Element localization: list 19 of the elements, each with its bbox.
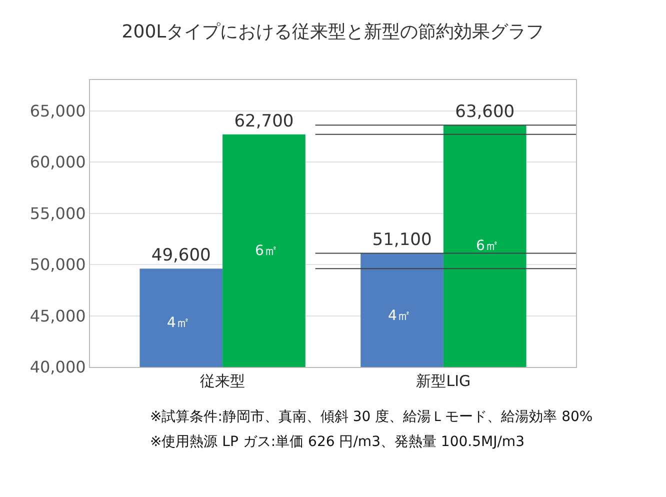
y-tick-label: 50,000 [30,255,86,274]
x-tick-label: 新型LIG [416,372,471,390]
chart-title: 200Lタイプにおける従来型と新型の節約効果グラフ [122,21,544,42]
data-label: 49,600 [151,246,211,266]
text: ※試算条件:静岡市、真南、傾斜 30 度、給湯Ｌモード、給湯効率 80% [150,409,593,425]
data-label: 62,700 [234,111,294,132]
text: 4㎡ [388,308,411,324]
text: ※使用熱源 LP ガス:単価 626 円/m3、発熱量 100.5MJ/m3 [150,434,524,450]
data-label: 51,100 [372,230,432,250]
y-tick-label: 55,000 [30,204,86,223]
y-tick-label: 60,000 [30,152,86,172]
series-label: 4㎡ [167,315,190,331]
text: 6㎡ [255,243,278,259]
y-tick-label: 65,000 [30,101,86,120]
x-tick-label: 従来型 [200,372,246,390]
y-tick-label: 45,000 [30,306,86,326]
y-tick-label: 40,000 [30,358,86,377]
data-label: 63,600 [455,102,515,122]
series-label: 6㎡ [476,238,499,254]
